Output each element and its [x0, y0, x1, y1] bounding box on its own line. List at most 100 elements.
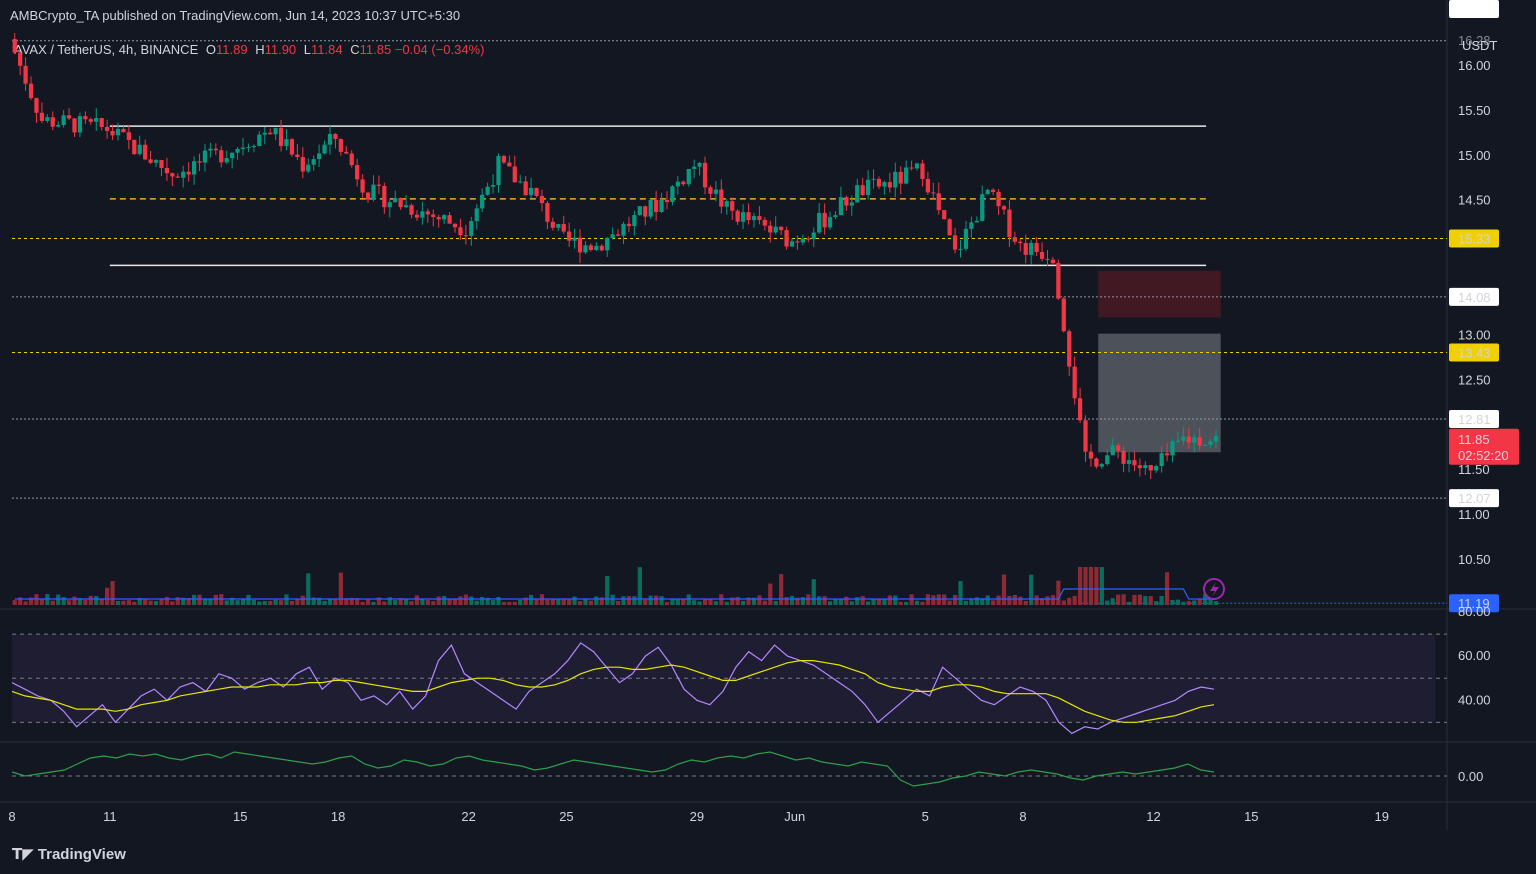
- volume-bar: [963, 600, 969, 605]
- candle-body: [784, 230, 789, 247]
- candle-body: [632, 215, 637, 227]
- volume-bar: [213, 594, 218, 605]
- candle-body: [143, 144, 148, 160]
- price-badge: [1449, 410, 1499, 429]
- candle-body: [800, 238, 805, 243]
- candle-body: [670, 186, 675, 202]
- volume-bar: [920, 601, 925, 605]
- price-tick-label: 16.00: [1458, 58, 1491, 73]
- candle-body: [1105, 455, 1110, 465]
- zones-layer: [1098, 270, 1221, 453]
- candle-body: [605, 237, 610, 251]
- price-badge-label: 14.08: [1458, 290, 1491, 305]
- candle-body: [827, 217, 833, 228]
- price-tick-label: 12.50: [1458, 372, 1491, 387]
- volume-bar: [88, 595, 93, 605]
- candle-body: [724, 201, 729, 207]
- candle-body: [458, 227, 463, 236]
- price-tick-label: 10.50: [1458, 552, 1491, 567]
- candle-body: [942, 210, 947, 220]
- volume-bar: [159, 598, 164, 605]
- volume-bar: [507, 601, 512, 605]
- volume-bar: [257, 601, 262, 605]
- candle-body: [735, 210, 740, 222]
- volume-bar: [719, 594, 724, 605]
- volume-bar: [316, 597, 322, 605]
- price-badge-label: 13.43: [1458, 346, 1491, 361]
- volume-bar: [344, 598, 349, 605]
- volume-bar: [251, 599, 257, 605]
- candle-body: [393, 198, 398, 203]
- candle-body: [583, 245, 588, 253]
- candle-body: [882, 182, 887, 187]
- time-tick-label: 19: [1375, 809, 1389, 824]
- candle-body: [1056, 263, 1061, 299]
- volume-bar: [224, 600, 229, 605]
- candle-body: [507, 162, 512, 167]
- candle-body: [996, 191, 1001, 207]
- tradingview-brand[interactable]: 𝗧◤ TradingView: [12, 845, 126, 863]
- time-axis[interactable]: 8 11 15 18 22 25 29 Jun 5 8 12 15 19: [8, 809, 1389, 824]
- volume-bar: [121, 600, 126, 605]
- volume-bar: [425, 599, 430, 605]
- candle-body: [719, 189, 724, 207]
- volume-bar: [143, 599, 148, 605]
- candle-body: [1094, 458, 1099, 467]
- volume-bar: [621, 596, 626, 605]
- candle-body: [175, 176, 180, 178]
- candle-body: [931, 192, 936, 194]
- candle-body: [501, 155, 507, 163]
- publish-header: AMBCrypto_TA published on TradingView.co…: [10, 8, 461, 23]
- price-tick-label: 14.50: [1458, 193, 1491, 208]
- volume-bar: [675, 599, 680, 605]
- tradingview-logo-icon: 𝗧◤: [12, 845, 34, 863]
- candle-body: [871, 178, 876, 180]
- price-tick-label: 11.00: [1458, 507, 1490, 522]
- price-badge-label: 12.81: [1458, 412, 1491, 427]
- candle-body: [88, 119, 93, 122]
- symbol-name[interactable]: AVAX / TetherUS, 4h, BINANCE: [14, 42, 199, 57]
- candle-body: [534, 187, 539, 196]
- volume-bar: [811, 579, 816, 605]
- volume-bar: [153, 601, 159, 605]
- time-tick-label: 25: [559, 809, 573, 824]
- candle-body: [1039, 252, 1045, 259]
- price-axis[interactable]: 16.00 15.50 15.00 14.50 13.00 12.50 11.50 11.00…: [1449, 0, 1519, 784]
- price-badge-label: 10.02: [1458, 0, 1491, 3]
- chart-grid: [0, 0, 1536, 830]
- candle-body: [1029, 242, 1034, 255]
- volume-bar: [800, 597, 805, 605]
- volume-bar: [371, 601, 376, 605]
- volume-bar: [1094, 567, 1099, 605]
- candle-body: [284, 139, 289, 147]
- candle-body: [333, 133, 338, 139]
- candle-body: [991, 189, 996, 192]
- time-tick-label: Jun: [784, 809, 805, 824]
- volume-bar: [746, 597, 751, 605]
- candle-body: [648, 199, 653, 217]
- candle-body: [159, 160, 164, 168]
- volume-bar: [876, 598, 882, 605]
- volume-bar: [528, 594, 534, 605]
- volume-bar: [1110, 598, 1115, 605]
- volume-bar: [648, 595, 653, 605]
- candle-body: [849, 202, 854, 206]
- volume-bar: [289, 600, 295, 605]
- candle-body: [480, 194, 485, 209]
- volume-bar: [110, 581, 115, 605]
- candle-body: [414, 214, 420, 218]
- candle-body: [822, 212, 827, 228]
- volume-bar: [556, 599, 561, 605]
- candle-body: [577, 237, 583, 253]
- volume-bar: [773, 601, 778, 605]
- candle-body: [681, 181, 686, 185]
- candle-body: [273, 127, 278, 135]
- candle-body: [235, 148, 240, 153]
- candle-body: [925, 178, 931, 193]
- candle-body: [327, 133, 333, 145]
- candle-body: [757, 216, 762, 220]
- candle-body: [1018, 241, 1023, 244]
- candle-body: [311, 159, 316, 165]
- time-tick-label: 29: [690, 809, 704, 824]
